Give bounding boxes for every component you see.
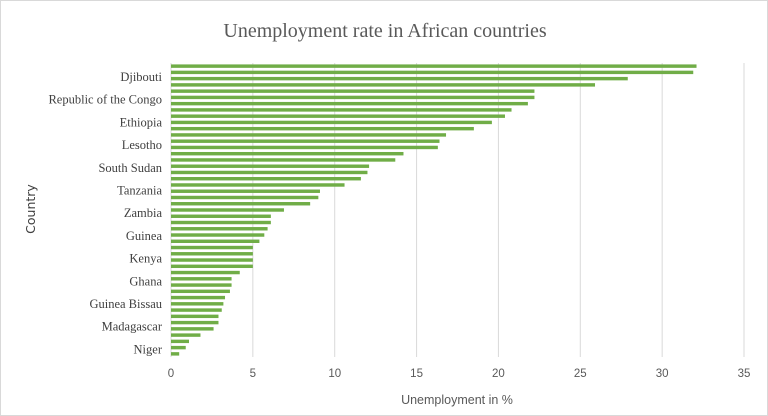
bar [171, 145, 438, 150]
gridlines [170, 63, 745, 357]
x-tick-label: 25 [574, 368, 587, 380]
bar [171, 283, 232, 287]
bar [171, 164, 370, 168]
bar [171, 333, 201, 337]
bar [171, 214, 271, 218]
bar [171, 302, 224, 306]
bar [171, 195, 319, 200]
bar [171, 277, 232, 281]
y-category-label: South Sudan [98, 161, 162, 175]
y-category-label: Kenya [129, 252, 162, 266]
y-category-label: Djibouti [120, 70, 162, 84]
x-tick-label: 10 [328, 368, 341, 380]
bar [171, 76, 628, 81]
x-tick-label: 5 [250, 368, 256, 380]
bar [171, 252, 253, 256]
bar [171, 345, 186, 350]
y-category-label: Guinea Bissau [89, 297, 162, 311]
x-tick-label: 35 [738, 368, 751, 380]
y-category-label: Tanzania [117, 184, 162, 198]
bar [171, 177, 361, 181]
x-tick-label: 30 [656, 368, 669, 380]
x-tick-label: 0 [168, 368, 174, 380]
x-tick-labels: 0 5 10 15 20 25 30 35 [168, 368, 751, 380]
y-category-label: Zambia [124, 206, 163, 220]
y-category-label: Niger [134, 342, 163, 356]
y-category-label: Madagascar [102, 320, 163, 334]
bar [171, 314, 219, 319]
bar [171, 189, 320, 193]
y-category-label: Ghana [129, 274, 162, 288]
bar [171, 233, 265, 237]
bar [171, 133, 447, 137]
x-tick-label: 20 [492, 368, 505, 380]
bar [171, 183, 345, 187]
bar [171, 114, 505, 118]
bar [171, 108, 512, 112]
bar [171, 264, 253, 269]
bar [171, 139, 440, 143]
y-category-labels: Djibouti Republic of the Congo Ethiopia Les… [48, 70, 162, 356]
bar [171, 352, 180, 356]
bar [171, 101, 528, 106]
x-axis-title: Unemployment in % [401, 393, 513, 407]
x-tick-label: 15 [410, 368, 423, 380]
bar [171, 308, 222, 312]
y-category-label: Republic of the Congo [48, 93, 162, 107]
bar [171, 239, 260, 243]
y-category-label: Ethiopia [120, 115, 163, 129]
bar [171, 320, 219, 325]
bar [171, 289, 230, 294]
y-axis-title: Country [23, 184, 38, 234]
y-category-label: Lesotho [122, 138, 162, 152]
bar [171, 170, 368, 175]
bar [171, 258, 253, 262]
bar [171, 295, 226, 300]
bar [171, 227, 268, 231]
bar [171, 126, 474, 131]
bar [171, 220, 271, 225]
y-category-label: Guinea [126, 229, 163, 243]
bar [171, 120, 492, 125]
bar [171, 158, 396, 162]
bars [171, 64, 697, 356]
bar [171, 327, 214, 331]
bar [171, 339, 190, 344]
bar [171, 95, 535, 100]
bar [171, 202, 311, 206]
bar [171, 70, 694, 75]
bar [171, 208, 284, 212]
bar [171, 151, 404, 156]
bar [171, 83, 596, 87]
bar [171, 64, 697, 68]
chart-title: Unemployment rate in African countries [223, 20, 546, 42]
bar [171, 270, 240, 275]
bar [171, 245, 253, 250]
bar [171, 89, 535, 93]
